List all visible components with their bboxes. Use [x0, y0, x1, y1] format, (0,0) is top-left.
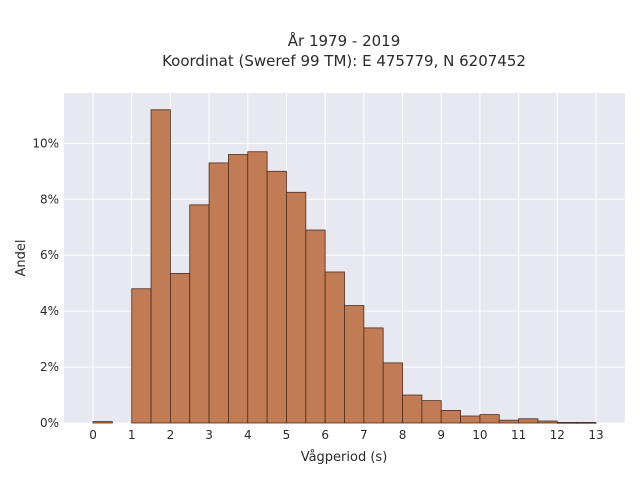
histogram-bar — [92, 421, 113, 424]
x-tick-label: 4 — [244, 428, 252, 442]
histogram-bar — [460, 415, 481, 424]
histogram-bar — [324, 271, 345, 424]
y-tick-label: 8% — [40, 192, 59, 206]
histogram-bar — [150, 109, 171, 424]
y-tick-label: 6% — [40, 248, 59, 262]
y-tick-label: 2% — [40, 360, 59, 374]
histogram-bar — [518, 418, 539, 424]
x-tick-label: 7 — [360, 428, 368, 442]
histogram-bar — [498, 419, 520, 424]
x-tick-label: 13 — [588, 428, 603, 442]
bars — [92, 109, 597, 424]
x-tick-label: 2 — [167, 428, 175, 442]
histogram-bar — [421, 400, 442, 424]
histogram-bar — [537, 420, 558, 424]
histogram-bar — [189, 204, 210, 424]
histogram-bar — [266, 170, 287, 424]
histogram-bar — [479, 414, 500, 424]
x-tick-label: 10 — [472, 428, 487, 442]
histogram-bar — [440, 410, 461, 424]
histogram-bar — [305, 229, 326, 424]
histogram-bar — [556, 422, 578, 424]
x-tick-label: 6 — [321, 428, 329, 442]
y-tick-label: 10% — [32, 136, 59, 150]
histogram-bar — [131, 288, 152, 424]
tick-labels: 0 1 2 3 4 5 6 7 8 9 10 11 12 130%2%4%6%8%10% — [32, 136, 603, 442]
y-tick-label: 4% — [40, 304, 59, 318]
histogram-bar — [576, 422, 597, 424]
histogram-bar — [382, 362, 403, 424]
histogram-bar — [208, 162, 229, 424]
histogram-bar — [247, 151, 268, 424]
histogram-bar — [286, 191, 307, 424]
x-tick-label: 5 — [283, 428, 291, 442]
chart-subtitle: Koordinat (Sweref 99 TM): E 475779, N 62… — [162, 52, 526, 70]
histogram-bar — [169, 272, 191, 424]
histogram-bar — [402, 394, 423, 424]
x-tick-label: 0 — [89, 428, 97, 442]
x-tick-label: 3 — [205, 428, 213, 442]
y-tick-label: 0% — [40, 416, 59, 430]
histogram-bar — [363, 327, 384, 424]
histogram-bar — [228, 154, 249, 424]
x-tick-label: 9 — [437, 428, 445, 442]
x-axis-label: Vågperiod (s) — [301, 450, 388, 465]
histogram-bar — [344, 305, 365, 424]
x-tick-label: 8 — [399, 428, 407, 442]
x-tick-label: 11 — [511, 428, 526, 442]
y-axis-label: Andel — [14, 240, 29, 277]
x-tick-label: 12 — [550, 428, 565, 442]
chart-title: År 1979 - 2019 — [288, 31, 401, 50]
x-tick-label: 1 — [128, 428, 136, 442]
